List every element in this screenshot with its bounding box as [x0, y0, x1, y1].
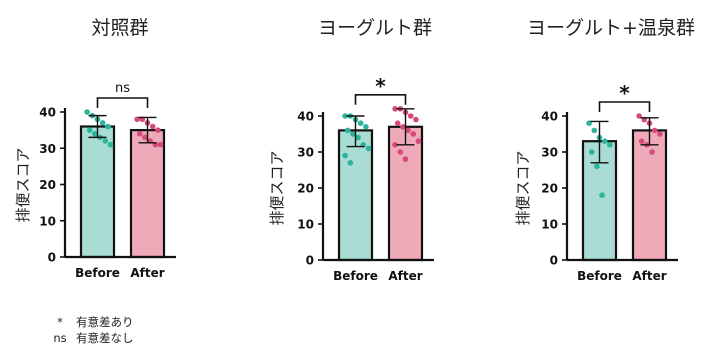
data-point-after	[657, 131, 663, 137]
x-tick-label: Before	[577, 269, 622, 283]
data-point-after	[413, 116, 419, 123]
bar-after	[631, 129, 668, 262]
data-point-after	[142, 134, 148, 141]
data-point-before	[355, 134, 361, 141]
y-tick-label: 10	[541, 218, 558, 232]
data-point-before	[92, 130, 98, 137]
data-point-after	[405, 127, 411, 134]
data-point-before	[105, 123, 111, 130]
data-point-before	[99, 120, 106, 126]
x-tick-label: Before	[333, 269, 378, 283]
data-point-after	[394, 120, 401, 126]
data-point-after	[155, 127, 161, 133]
y-tick-label: 20	[541, 182, 558, 196]
y-tick-label: 10	[39, 214, 56, 228]
y-tick-label: 40	[39, 106, 56, 120]
y-tick-label: 0	[550, 254, 558, 268]
x-tick-label: Before	[75, 266, 120, 280]
x-tick-label: After	[632, 269, 666, 283]
data-point-after	[149, 123, 156, 130]
y-tick-label: 10	[297, 218, 314, 232]
data-point-after	[136, 130, 143, 137]
data-point-before	[601, 138, 608, 144]
data-point-before	[591, 127, 598, 134]
y-tick-label: 30	[541, 146, 558, 160]
data-point-after	[392, 142, 398, 148]
y-tick-label: 20	[39, 178, 56, 192]
data-point-after	[392, 106, 398, 112]
significance-legend: * 有意差あり ns 有意差なし	[44, 314, 134, 346]
data-point-before	[594, 163, 600, 170]
legend-text: 有意差なし	[76, 331, 134, 345]
legend-text: 有意差あり	[76, 315, 134, 329]
data-point-after	[649, 149, 655, 155]
legend-symbol: ns	[53, 331, 67, 345]
data-point-after	[157, 141, 164, 148]
data-point-before	[599, 192, 605, 198]
y-axis-label: 排便スコア	[14, 147, 32, 222]
y-tick-label: 40	[297, 110, 314, 124]
significance-label: *	[375, 74, 386, 98]
significance-bracket	[354, 94, 407, 105]
legend-item-not-significant: ns 有意差なし	[44, 330, 134, 346]
x-tick-label: After	[388, 269, 422, 283]
chart-title: 対照群	[91, 17, 148, 39]
data-point-before	[607, 142, 613, 148]
data-point-after	[402, 156, 409, 162]
y-tick-label: 0	[306, 254, 314, 268]
significance-label: ns	[115, 81, 130, 96]
data-point-after	[410, 131, 417, 137]
data-point-before	[84, 109, 90, 115]
data-point-before	[107, 141, 114, 148]
data-point-before	[342, 152, 348, 159]
chart-title: ヨーグルト+温泉群	[527, 17, 695, 39]
data-point-before	[347, 160, 354, 166]
data-point-before	[350, 131, 356, 137]
data-point-before	[357, 120, 364, 126]
y-tick-label: 0	[48, 251, 56, 265]
significance-bracket	[598, 101, 651, 112]
y-axis-label: 排便スコア	[268, 150, 286, 225]
legend-item-significant: * 有意差あり	[44, 314, 134, 330]
chart-title: ヨーグルト群	[318, 17, 432, 39]
data-point-before	[365, 145, 372, 152]
data-point-before	[588, 149, 595, 155]
data-point-after	[415, 138, 422, 144]
data-point-after	[638, 138, 645, 144]
data-point-before	[363, 124, 369, 130]
significance-bracket	[96, 97, 149, 108]
y-axis-label: 排便スコア	[514, 150, 532, 225]
data-point-after	[397, 149, 404, 155]
data-point-after	[400, 124, 406, 130]
data-point-before	[102, 138, 109, 144]
y-tick-label: 20	[297, 182, 314, 196]
y-tick-label: 30	[297, 146, 314, 160]
significance-label: *	[619, 81, 630, 105]
data-point-after	[651, 127, 658, 134]
y-tick-label: 40	[541, 110, 558, 124]
data-point-before	[86, 127, 93, 133]
bar-after	[387, 125, 424, 262]
data-point-before	[342, 113, 348, 119]
data-point-before	[344, 127, 351, 134]
x-tick-label: After	[130, 266, 164, 280]
data-point-after	[407, 113, 414, 119]
bar-after	[129, 129, 166, 259]
legend-symbol: *	[57, 315, 63, 329]
y-tick-label: 30	[39, 142, 56, 156]
